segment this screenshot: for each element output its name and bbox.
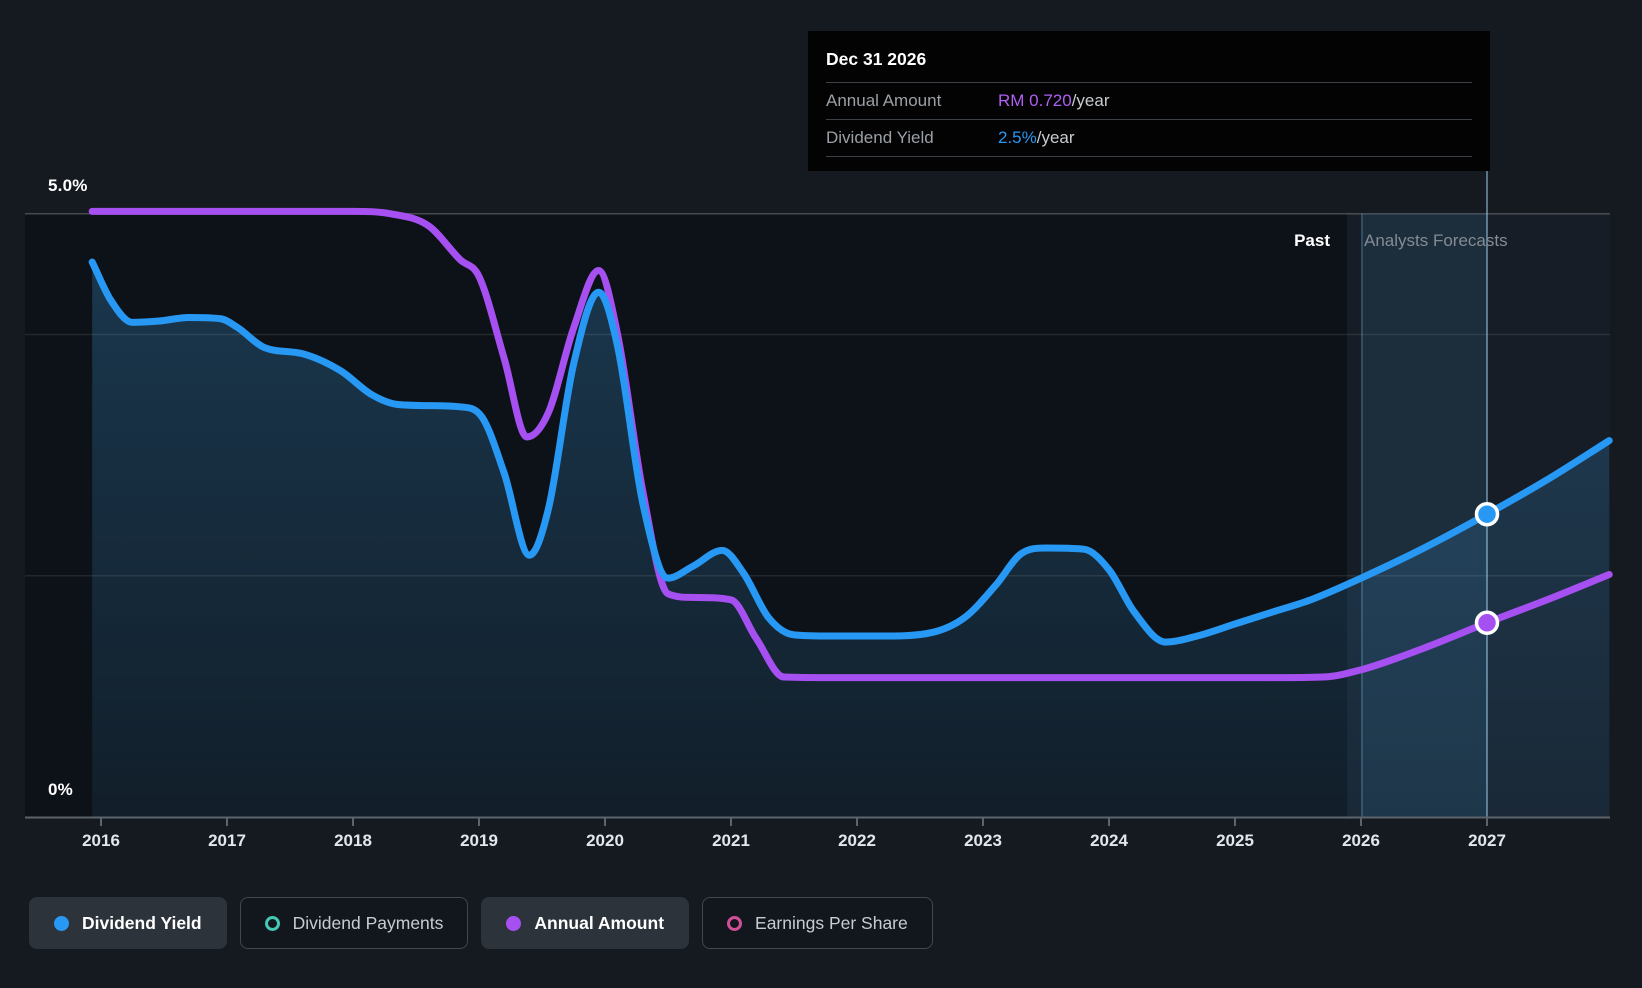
earnings-per-share-swatch-icon (727, 915, 743, 931)
legend-item-dividend-yield[interactable]: Dividend Yield (29, 897, 227, 949)
legend-item-annual-amount[interactable]: Annual Amount (481, 897, 690, 949)
x-axis-label-2022: 2022 (838, 831, 876, 850)
tooltip-value-dividend-yield: 2.5% (998, 128, 1037, 147)
chart-tooltip: Dec 31 2026 Annual Amount RM 0.720 /year… (808, 31, 1490, 171)
legend-label: Earnings Per Share (755, 912, 908, 933)
legend-label: Annual Amount (534, 912, 665, 933)
dividend-yield-swatch-icon (54, 915, 69, 931)
x-axis-label-2026: 2026 (1342, 831, 1380, 850)
hover-marker-dividend-yield (1474, 501, 1500, 527)
x-axis-label-2023: 2023 (964, 831, 1002, 850)
y-axis-label-min: 0% (48, 780, 73, 799)
dividend-yield-line (88, 258, 1613, 646)
x-axis-label-2024: 2024 (1090, 831, 1128, 850)
dividend-payments-swatch-icon (264, 915, 280, 931)
tooltip-suffix: /year (1036, 128, 1075, 147)
hover-highlight-band (1361, 213, 1487, 818)
legend-item-dividend-payments[interactable]: Dividend Payments (239, 897, 469, 949)
legend-label: Dividend Yield (82, 912, 202, 933)
x-axis-label-2017: 2017 (208, 831, 246, 850)
x-axis-label-2019: 2019 (460, 831, 498, 850)
hover-marker-annual-amount (1474, 610, 1500, 636)
tooltip-label: Dividend Yield (826, 128, 934, 147)
chart-legend: Dividend Yield Dividend Payments Annual Am… (29, 897, 933, 949)
forecast-region-label: Analysts Forecasts (1364, 231, 1508, 250)
tooltip-suffix: /year (1071, 91, 1110, 110)
tooltip-row-dividend-yield: Dividend Yield 2.5% /year (826, 119, 1472, 157)
tooltip-label: Annual Amount (826, 91, 942, 110)
annual-amount-swatch-icon (506, 915, 522, 931)
x-axis-label-2021: 2021 (712, 831, 750, 850)
tooltip-row-annual-amount: Annual Amount RM 0.720 /year (826, 82, 1472, 119)
x-axis-label-2027: 2027 (1468, 831, 1506, 850)
tooltip-value-annual-amount: RM 0.720 (998, 91, 1072, 110)
past-region-label: Past (1294, 231, 1330, 250)
x-axis-label-2016: 2016 (82, 831, 120, 850)
x-axis-label-2018: 2018 (334, 831, 372, 850)
legend-label: Dividend Payments (292, 912, 444, 933)
x-axis-label-2025: 2025 (1216, 831, 1254, 850)
x-axis-label-2020: 2020 (586, 831, 624, 850)
legend-item-earnings-per-share[interactable]: Earnings Per Share (702, 897, 933, 949)
tooltip-date: Dec 31 2026 (826, 49, 927, 69)
y-axis-label-max: 5.0% (48, 176, 88, 195)
